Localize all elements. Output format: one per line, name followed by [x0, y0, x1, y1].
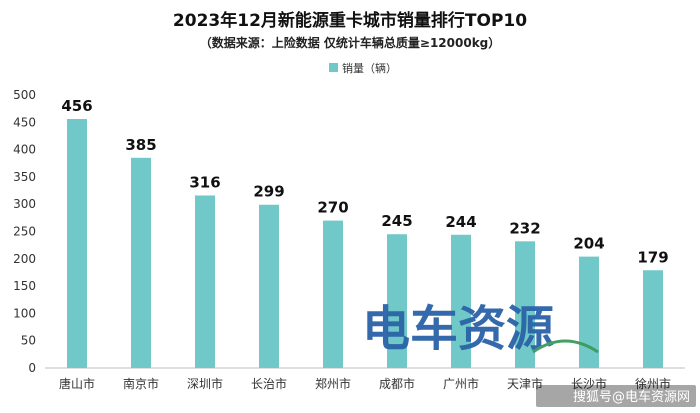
- watermark-logo: 电车资源: [362, 301, 599, 357]
- bar: [259, 204, 279, 368]
- car-arc-icon: [532, 339, 599, 354]
- bar: [643, 270, 663, 368]
- x-tick-label: 广州市: [443, 376, 479, 391]
- bars: [67, 119, 663, 368]
- x-tick-label: 长治市: [251, 376, 287, 391]
- chart-title: 2023年12月新能源重卡城市销量排行TOP10: [173, 10, 527, 31]
- legend-swatch: [329, 63, 338, 72]
- bar: [323, 220, 343, 368]
- y-axis: 0 50 100 150 200 250 300 350 400 450 500: [13, 88, 36, 375]
- bar: [387, 234, 407, 368]
- y-tick-label: 100: [13, 306, 36, 320]
- x-tick-label: 天津市: [507, 376, 543, 391]
- y-tick-label: 200: [13, 252, 36, 266]
- bar: [195, 195, 215, 368]
- data-label: 270: [317, 199, 348, 217]
- data-label: 456: [61, 97, 92, 115]
- legend-label: 销量（辆）: [342, 61, 397, 75]
- x-axis: 唐山市 南京市 深圳市 长治市 郑州市 成都市 广州市 天津市 长沙市 徐州市: [59, 376, 671, 391]
- data-label: 316: [189, 173, 220, 191]
- x-tick-label: 长沙市: [571, 376, 607, 391]
- y-tick-label: 400: [13, 143, 36, 157]
- x-tick-label: 郑州市: [315, 376, 351, 391]
- bar: [579, 256, 599, 368]
- y-tick-label: 500: [13, 88, 36, 102]
- y-tick-label: 350: [13, 170, 36, 184]
- y-tick-label: 0: [28, 361, 36, 375]
- x-tick-label: 深圳市: [187, 376, 223, 391]
- data-label: 204: [573, 235, 604, 253]
- watermark-text: 电车资源: [362, 301, 554, 357]
- data-label: 244: [445, 213, 476, 231]
- y-tick-label: 50: [21, 334, 36, 348]
- source-credit-bg: [536, 385, 696, 407]
- y-tick-label: 150: [13, 279, 36, 293]
- bar: [131, 157, 151, 368]
- bar: [451, 234, 471, 368]
- source-credit: 搜狐号@电车资源网: [536, 385, 696, 407]
- source-credit-text: 搜狐号@电车资源网: [573, 389, 690, 405]
- bar: [67, 119, 87, 368]
- x-tick-label: 成都市: [379, 376, 415, 391]
- x-tick-label: 唐山市: [59, 376, 95, 391]
- y-tick-label: 450: [13, 115, 36, 129]
- data-label: 232: [509, 219, 540, 237]
- x-tick-label: 徐州市: [635, 376, 671, 391]
- bar: [515, 241, 535, 368]
- y-tick-label: 250: [13, 225, 36, 239]
- data-label: 179: [637, 248, 668, 266]
- data-label: 245: [381, 212, 412, 230]
- data-label: 299: [253, 183, 284, 201]
- data-label: 385: [125, 136, 156, 154]
- legend: 销量（辆）: [329, 61, 397, 75]
- data-labels: 456 385 316 299 270 245 244 232 204 179: [61, 97, 668, 266]
- y-tick-label: 300: [13, 197, 36, 211]
- chart-subtitle: （数据来源：上险数据 仅统计车辆总质量≥12000kg）: [200, 35, 501, 50]
- x-tick-label: 南京市: [123, 376, 159, 391]
